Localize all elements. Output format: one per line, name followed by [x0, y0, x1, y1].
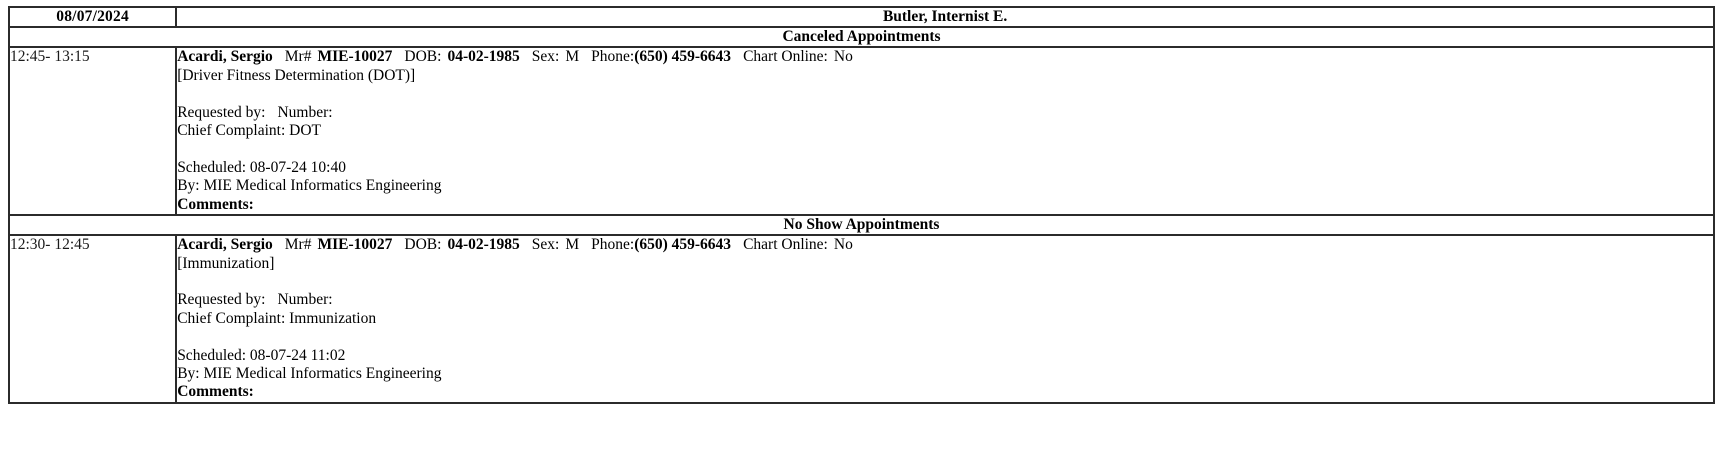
- spacer-line: [177, 328, 1713, 346]
- section-title-no-show: No Show Appointments: [8, 214, 1715, 237]
- dob-label: DOB:: [404, 48, 442, 66]
- scheduled-line: Scheduled: 08-07-24 11:02: [177, 346, 346, 364]
- phone-label: Phone:: [591, 236, 635, 254]
- appointment-row[interactable]: 12:45- 13:15 Acardi, Sergio Mr# MIE-10027 D…: [7, 46, 1715, 217]
- phone-value: (650) 459-6643: [634, 48, 732, 66]
- appointment-schedule-table: 08/07/2024 Butler, Internist E. Canceled…: [7, 5, 1715, 404]
- appointment-time: 12:45- 13:15: [7, 46, 178, 217]
- phone-value: (650) 459-6643: [634, 236, 732, 254]
- chart-online-value: No: [833, 48, 853, 66]
- dob-label: DOB:: [404, 236, 442, 254]
- sex-label: Sex:: [531, 236, 560, 254]
- section-title-canceled: Canceled Appointments: [8, 26, 1715, 49]
- section-header-row-canceled: Canceled Appointments: [8, 26, 1715, 49]
- requested-by-line: Requested by: Number:: [177, 104, 1713, 122]
- chart-online-label: Chart Online:: [743, 48, 828, 66]
- patient-name[interactable]: Acardi, Sergio: [177, 48, 273, 66]
- patient-name[interactable]: Acardi, Sergio: [177, 236, 273, 254]
- spacer-line: [177, 140, 1713, 158]
- chief-complaint: Chief Complaint: DOT: [177, 122, 321, 140]
- section-header-row-no-show: No Show Appointments: [8, 214, 1715, 237]
- mr-label: Mr#: [284, 48, 312, 66]
- mr-label: Mr#: [284, 236, 312, 254]
- mr-value: MIE-10027: [317, 48, 393, 66]
- sex-label: Sex:: [531, 48, 560, 66]
- mr-value: MIE-10027: [317, 236, 393, 254]
- comments-label: Comments:: [177, 195, 254, 213]
- phone-label: Phone:: [591, 48, 635, 66]
- chart-online-label: Chart Online:: [743, 236, 828, 254]
- dob-value: 04-02-1985: [447, 236, 520, 254]
- dob-value: 04-02-1985: [447, 48, 520, 66]
- scheduled-by-line: By: MIE Medical Informatics Engineering: [177, 177, 442, 195]
- patient-summary-line: Acardi, Sergio Mr# MIE-10027 DOB: 04-02-1985…: [177, 48, 1713, 66]
- number-label: Number:: [277, 291, 333, 309]
- chief-complaint: Chief Complaint: Immunization: [177, 309, 377, 327]
- spacer-line: [177, 85, 1713, 103]
- visit-type: [Immunization]: [177, 254, 275, 272]
- appointment-row[interactable]: 12:30- 12:45 Acardi, Sergio Mr# MIE-10027 D…: [7, 234, 1715, 404]
- requested-by-label: Requested by:: [177, 291, 266, 309]
- appointment-time: 12:30- 12:45: [7, 234, 178, 404]
- comments-label: Comments:: [177, 383, 254, 401]
- report-header-row: 08/07/2024 Butler, Internist E.: [7, 5, 1715, 29]
- provider-name: Butler, Internist E.: [175, 5, 1715, 29]
- requested-by-line: Requested by: Number:: [177, 291, 1713, 309]
- patient-summary-line: Acardi, Sergio Mr# MIE-10027 DOB: 04-02-1985…: [177, 236, 1713, 254]
- sex-value: M: [565, 236, 580, 254]
- chart-online-value: No: [833, 236, 853, 254]
- visit-type: [Driver Fitness Determination (DOT)]: [177, 66, 416, 84]
- report-date: 08/07/2024: [7, 5, 178, 29]
- scheduled-line: Scheduled: 08-07-24 10:40: [177, 158, 346, 176]
- scheduled-by-line: By: MIE Medical Informatics Engineering: [177, 365, 442, 383]
- appointment-report-sheet: 08/07/2024 Butler, Internist E. Canceled…: [7, 5, 1715, 404]
- number-label: Number:: [277, 103, 333, 121]
- appointment-details: Acardi, Sergio Mr# MIE-10027 DOB: 04-02-1985…: [175, 46, 1715, 217]
- spacer-line: [177, 273, 1713, 291]
- requested-by-label: Requested by:: [177, 103, 266, 121]
- sex-value: M: [565, 48, 580, 66]
- appointment-details: Acardi, Sergio Mr# MIE-10027 DOB: 04-02-1985…: [175, 234, 1715, 404]
